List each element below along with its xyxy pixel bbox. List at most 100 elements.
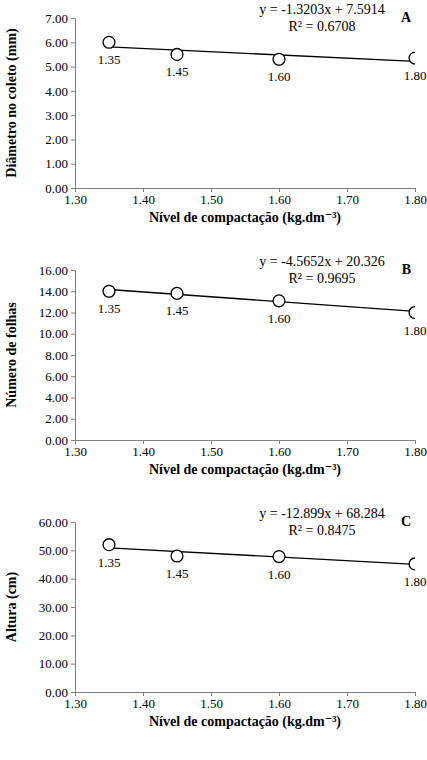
x-tick-label: 1.80 xyxy=(404,696,427,711)
y-tick: 5.00 xyxy=(45,59,75,74)
x-tick: 1.70 xyxy=(336,692,359,711)
x-tick-label: 1.30 xyxy=(64,192,87,207)
y-tick: 3.00 xyxy=(45,108,75,123)
x-tick-label: 1.60 xyxy=(268,696,291,711)
x-tick-label: 1.50 xyxy=(200,696,223,711)
y-tick-mark xyxy=(71,115,75,116)
plot-area xyxy=(103,539,415,570)
y-tick-mark xyxy=(71,579,75,580)
y-tick: 60.00 xyxy=(39,515,75,530)
y-tick-label: 16.00 xyxy=(39,263,68,278)
y-tick: 40.00 xyxy=(39,571,75,586)
y-tick-mark xyxy=(71,42,75,43)
point-label: 1.45 xyxy=(166,566,189,581)
x-tick: 1.60 xyxy=(268,440,291,459)
equation: y = -12.899x + 68.284 xyxy=(259,506,384,521)
panel: 0.002.004.006.008.0010.0012.0014.0016.00… xyxy=(4,254,427,478)
y-tick: 16.00 xyxy=(39,263,75,278)
x-axis: 1.301.401.501.601.701.80 xyxy=(64,440,427,459)
x-tick: 1.70 xyxy=(336,440,359,459)
r-squared: R² = 0.8475 xyxy=(289,523,356,538)
point-label: 1.80 xyxy=(404,68,427,83)
x-tick: 1.60 xyxy=(268,188,291,207)
x-axis: 1.30 1.40 1.50 1.60 1.70 1.80 xyxy=(64,692,427,711)
point-label: 1.35 xyxy=(98,555,121,570)
x-tick-label: 1.50 xyxy=(200,192,223,207)
y-tick-mark xyxy=(71,419,75,420)
y-tick-label: 3.00 xyxy=(45,108,68,123)
y-tick-mark xyxy=(71,376,75,377)
x-tick-label: 1.70 xyxy=(336,696,359,711)
point-label: 1.80 xyxy=(404,323,427,338)
y-axis: 0.002.004.006.008.0010.0012.0014.0016.00 xyxy=(39,263,76,448)
y-axis-line xyxy=(75,523,76,693)
point-label: 1.80 xyxy=(404,574,427,589)
y-tick-mark xyxy=(71,67,75,68)
y-tick-label: 6.00 xyxy=(45,35,68,50)
point xyxy=(171,287,183,299)
panel-label: A xyxy=(401,10,412,25)
y-tick-label: 5.00 xyxy=(45,59,68,74)
point xyxy=(103,539,115,551)
panel-label: C xyxy=(401,514,411,529)
x-axis-title: Nível de compactação (kg.dm⁻³) xyxy=(149,210,341,226)
x-tick: 1.30 xyxy=(64,692,87,711)
y-tick-mark xyxy=(71,635,75,636)
x-axis: 1.301.401.501.601.701.80 xyxy=(64,188,427,207)
panel: 0.001.002.003.004.005.006.007.001.301.40… xyxy=(4,2,427,226)
y-axis: 0.0010.0020.0030.0040.0050.0060.00 xyxy=(39,515,76,700)
y-tick: 14.00 xyxy=(39,284,75,299)
y-tick-label: 12.00 xyxy=(39,305,68,320)
y-tick-mark xyxy=(71,18,75,19)
y-tick: 20.00 xyxy=(39,628,75,643)
y-tick: 12.00 xyxy=(39,305,75,320)
x-tick-label: 1.60 xyxy=(268,192,291,207)
y-tick-mark xyxy=(71,270,75,271)
y-tick-mark xyxy=(71,91,75,92)
equation: y = -4.5652x + 20.326 xyxy=(259,254,384,269)
point xyxy=(103,36,115,48)
point xyxy=(409,52,415,64)
point xyxy=(273,53,285,65)
x-tick-label: 1.60 xyxy=(268,444,291,459)
x-axis-line xyxy=(76,188,416,189)
point-label: 1.35 xyxy=(98,52,121,67)
x-axis-line xyxy=(76,692,416,693)
point xyxy=(273,551,285,563)
x-tick-label: 1.30 xyxy=(64,444,87,459)
point xyxy=(273,295,285,307)
y-tick-label: 40.00 xyxy=(39,571,68,586)
point-label: 1.45 xyxy=(166,303,189,318)
y-tick-mark xyxy=(71,550,75,551)
trend-line xyxy=(109,548,415,564)
y-tick-mark xyxy=(71,440,75,441)
y-tick: 1.00 xyxy=(45,156,75,171)
y-tick-label: 30.00 xyxy=(39,600,68,615)
equation: y = -1.3203x + 7.5914 xyxy=(259,2,384,17)
x-axis-title: Nível de compactação (kg.dm⁻³) xyxy=(149,462,341,478)
y-axis-line xyxy=(75,271,76,441)
y-tick-label: 10.00 xyxy=(39,326,68,341)
r-squared: R² = 0.9695 xyxy=(289,271,356,286)
y-tick-label: 14.00 xyxy=(39,284,68,299)
y-tick-mark xyxy=(71,664,75,665)
y-tick-mark xyxy=(71,291,75,292)
point xyxy=(171,550,183,562)
y-tick-mark xyxy=(71,188,75,189)
y-tick: 50.00 xyxy=(39,543,75,558)
x-tick-label: 1.30 xyxy=(64,696,87,711)
x-tick-label: 1.50 xyxy=(200,444,223,459)
y-tick-label: 8.00 xyxy=(45,348,68,363)
panel-label: B xyxy=(402,262,411,277)
y-tick-label: 1.00 xyxy=(45,156,68,171)
y-tick: 8.00 xyxy=(45,348,75,363)
point-label: 1.45 xyxy=(166,64,189,79)
x-tick: 1.50 xyxy=(200,440,223,459)
point xyxy=(409,307,415,319)
trend-line xyxy=(109,47,415,61)
y-tick: 4.00 xyxy=(45,84,75,99)
y-tick-mark xyxy=(71,164,75,165)
x-tick-label: 1.40 xyxy=(132,696,155,711)
y-tick-label: 50.00 xyxy=(39,543,68,558)
x-tick: 1.60 xyxy=(268,692,291,711)
